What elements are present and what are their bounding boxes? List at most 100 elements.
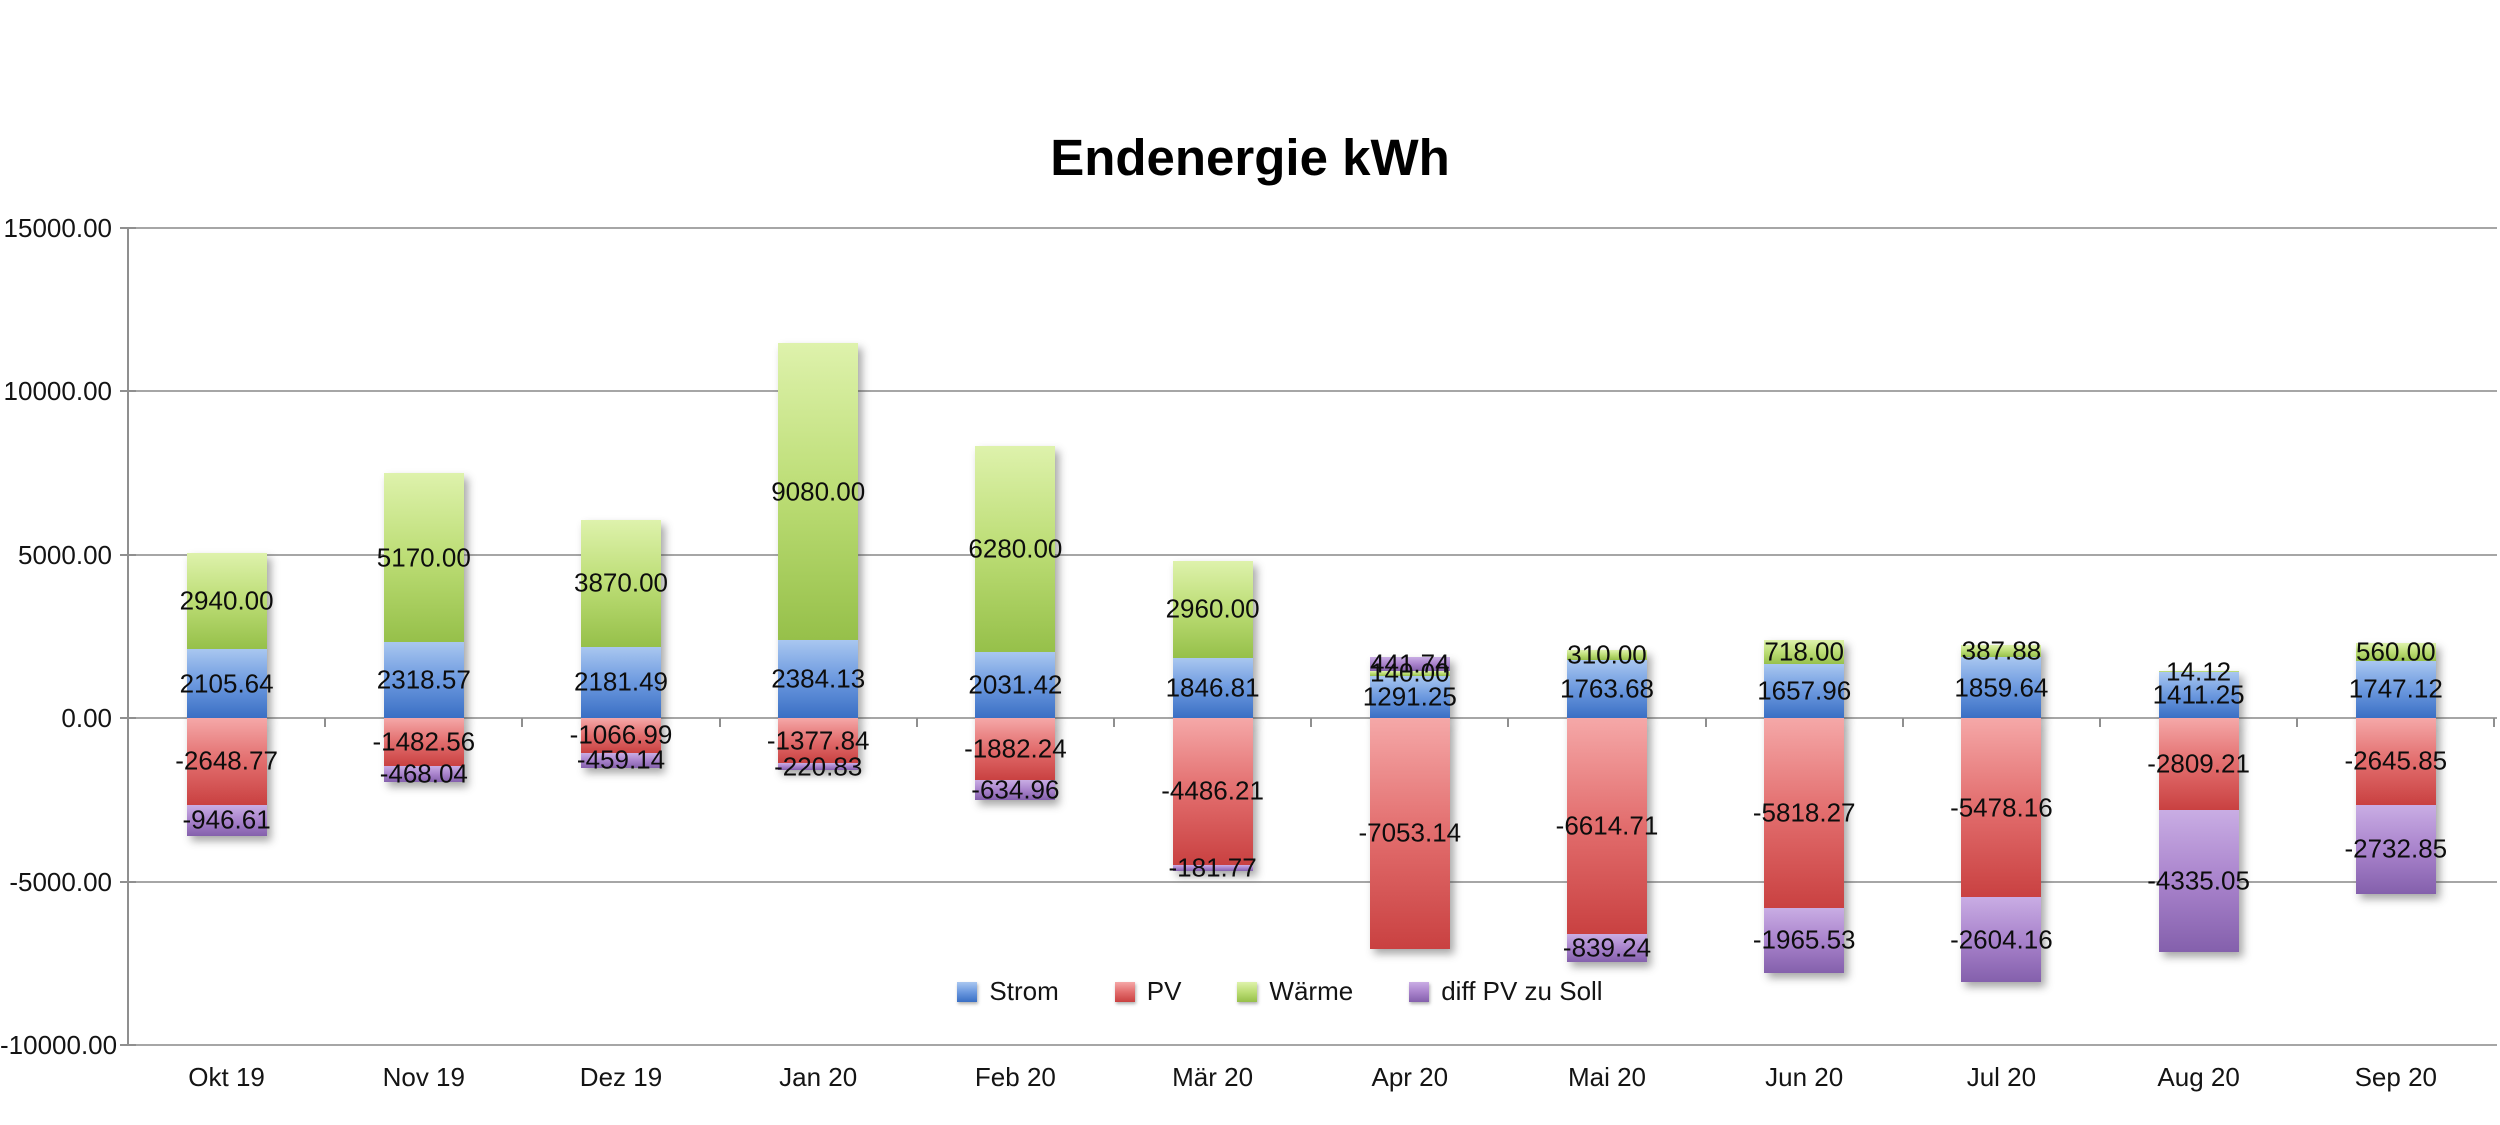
bar-segment-waerme[interactable] — [975, 446, 1056, 652]
bar-segment-diff-pv-zu-soll[interactable] — [1764, 908, 1845, 973]
legend-item-strom[interactable]: Strom — [957, 976, 1059, 1007]
bar-value-label: 6280.00 — [968, 533, 1063, 564]
x-axis-label: Aug 20 — [2157, 1062, 2240, 1092]
x-axis-tick — [521, 718, 524, 727]
bar-value-label: 1846.81 — [1165, 672, 1260, 703]
bar-segment-strom[interactable] — [1369, 675, 1450, 718]
y-axis-tick-label: 5000.00 — [18, 539, 112, 570]
bar-value-label: -1066.99 — [569, 719, 673, 750]
bar-segment-strom[interactable] — [2158, 671, 2239, 718]
x-axis-label: Apr 20 — [1371, 1062, 1449, 1092]
bar-value-label: 2105.64 — [179, 668, 274, 699]
bar-segment-strom[interactable] — [1961, 657, 2042, 718]
bar-segment-pv[interactable] — [778, 718, 859, 764]
bar-segment-pv[interactable] — [581, 718, 661, 753]
bar-segment-strom[interactable] — [186, 649, 267, 718]
bar-segment-strom[interactable] — [1567, 660, 1647, 718]
bar-segment-pv[interactable] — [383, 718, 464, 767]
bar-segment-diff-pv-zu-soll[interactable] — [1961, 897, 2042, 983]
legend-item-pv[interactable]: PV — [1114, 976, 1182, 1007]
bar-segment-waerme[interactable] — [581, 520, 661, 647]
x-axis-tick — [2296, 718, 2299, 727]
bar-segment-waerme[interactable] — [1567, 650, 1647, 661]
bar-value-label: 2318.57 — [376, 664, 471, 695]
bar-value-label: -6614.71 — [1555, 810, 1659, 841]
bar-value-label: -2732.85 — [2344, 833, 2448, 864]
bar-segment-pv[interactable] — [2158, 718, 2239, 810]
bar-segment-diff-pv-zu-soll[interactable] — [2158, 809, 2239, 952]
bar-segment-diff-pv-zu-soll[interactable] — [1567, 934, 1647, 962]
bar-segment-diff-pv-zu-soll[interactable] — [2355, 804, 2436, 894]
bar-value-label: 1747.12 — [2348, 673, 2443, 704]
bar-segment-diff-pv-zu-soll[interactable] — [383, 766, 464, 782]
gridline — [128, 553, 2497, 556]
legend-label: Strom — [989, 976, 1059, 1006]
legend-swatch-strom — [957, 981, 978, 1002]
bar-segment-diff-pv-zu-soll[interactable] — [186, 804, 267, 836]
bar-segment-strom[interactable] — [1764, 663, 1845, 718]
bar-segment-strom[interactable] — [581, 646, 661, 718]
bar-segment-pv[interactable] — [1172, 718, 1253, 865]
bar-segment-pv[interactable] — [1567, 718, 1647, 935]
bar-segment-waerme[interactable] — [778, 343, 859, 641]
bar-segment-pv[interactable] — [1764, 718, 1845, 909]
bar-value-label: -839.24 — [1562, 932, 1652, 963]
bar-value-label: 310.00 — [1567, 639, 1647, 670]
y-axis-line — [127, 227, 129, 1045]
legend-label: PV — [1146, 976, 1182, 1006]
bar-value-label: -1482.56 — [372, 726, 476, 757]
bar-segment-waerme[interactable] — [1764, 640, 1845, 664]
y-axis-tick-label: -10000.00 — [0, 1030, 118, 1060]
y-axis-tick-label: 10000.00 — [3, 376, 112, 406]
bar-segment-diff-pv-zu-soll[interactable] — [778, 763, 859, 771]
gridline — [128, 717, 2497, 719]
bar-segment-pv[interactable] — [975, 718, 1056, 780]
bar-value-label: -4486.21 — [1161, 775, 1264, 806]
bar-segment-waerme[interactable] — [2355, 642, 2436, 661]
x-axis-tick — [1901, 718, 1904, 727]
bar-segment-diff-pv-zu-soll[interactable] — [975, 779, 1056, 801]
bar-segment-pv[interactable] — [1369, 718, 1450, 949]
gridline — [128, 1044, 2497, 1046]
x-axis-label: Jan 20 — [779, 1062, 858, 1092]
x-axis-tick — [718, 718, 721, 727]
bar-segment-strom[interactable] — [2355, 660, 2436, 718]
x-axis-label: Feb 20 — [974, 1062, 1056, 1092]
chart-title: Endenergie kWh — [1050, 129, 1450, 186]
x-axis-label: Jun 20 — [1765, 1062, 1844, 1092]
bar-segment-diff-pv-zu-soll[interactable] — [1369, 656, 1450, 672]
bar-value-label: 1657.96 — [1757, 675, 1852, 706]
bar-value-label: -1377.84 — [766, 725, 870, 756]
bar-segment-strom[interactable] — [1172, 657, 1253, 718]
bar-segment-waerme[interactable] — [383, 473, 464, 643]
x-axis-tick — [324, 718, 327, 727]
x-axis-label: Sep 20 — [2354, 1062, 2437, 1092]
legend-item-waerme[interactable]: Wärme — [1237, 976, 1353, 1007]
y-axis-tick-label: -5000.00 — [9, 866, 112, 897]
bar-segment-strom[interactable] — [383, 642, 464, 718]
bar-segment-pv[interactable] — [186, 718, 267, 805]
bar-segment-strom[interactable] — [975, 651, 1056, 718]
bar-segment-pv[interactable] — [1961, 718, 2042, 898]
gridline — [128, 226, 2497, 229]
bar-value-label: -5818.27 — [1752, 797, 1856, 828]
bar-segment-waerme[interactable] — [186, 553, 267, 650]
x-axis-tick — [1113, 718, 1115, 727]
bar-value-label: -7053.14 — [1358, 817, 1462, 848]
bar-segment-diff-pv-zu-soll[interactable] — [1172, 864, 1253, 871]
bar-segment-waerme[interactable] — [1961, 644, 2042, 658]
legend-label: Wärme — [1269, 976, 1354, 1006]
x-axis-label: Dez 19 — [579, 1062, 663, 1092]
bar-segment-waerme[interactable] — [1369, 671, 1450, 676]
legend-item-diff-pv-zu-soll[interactable]: diff PV zu Soll — [1409, 976, 1603, 1007]
bar-segment-diff-pv-zu-soll[interactable] — [581, 752, 661, 768]
bar-value-label: 1291.25 — [1362, 681, 1457, 712]
bar-value-label: 5170.00 — [376, 542, 471, 573]
bar-value-label: 2031.42 — [968, 669, 1063, 700]
bar-value-label: -181.77 — [1168, 852, 1257, 883]
bar-segment-strom[interactable] — [778, 640, 859, 718]
bar-segment-pv[interactable] — [2355, 718, 2436, 805]
bar-segment-waerme[interactable] — [1172, 560, 1253, 658]
bar-value-label: -459.14 — [576, 744, 666, 775]
bar-value-label: -2604.16 — [1950, 924, 2053, 955]
